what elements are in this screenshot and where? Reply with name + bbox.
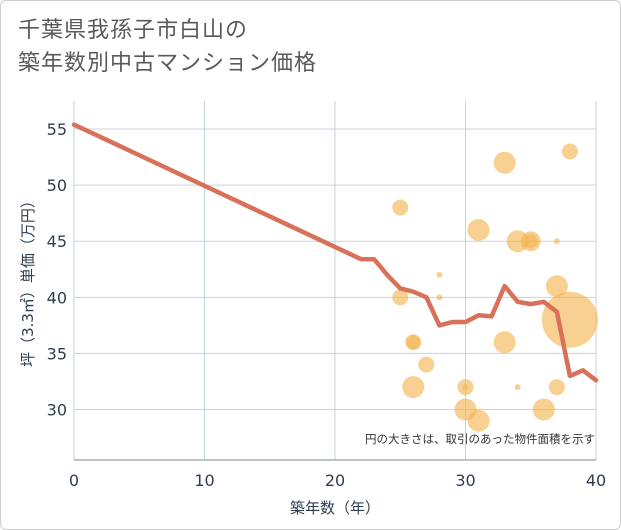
bubble-point <box>406 335 421 350</box>
bubble-point <box>392 289 409 306</box>
chart-title: 千葉県我孫子市白山の 築年数別中古マンション価格 <box>18 14 317 80</box>
bubble-point <box>553 238 560 245</box>
bubble-point <box>514 384 521 391</box>
y-tick-label: 30 <box>47 401 67 420</box>
bubble-point <box>548 379 565 396</box>
x-tick-label: 10 <box>194 471 214 490</box>
bubble-layer <box>392 143 598 432</box>
x-tick-label: 40 <box>586 471 606 490</box>
bubble-point <box>541 291 598 348</box>
bubble-point <box>436 271 443 278</box>
bubble-point <box>493 151 516 174</box>
bubble-point <box>467 409 490 432</box>
average-price-line <box>71 122 599 383</box>
bubble-point <box>436 294 443 301</box>
x-tick-label: 20 <box>325 471 345 490</box>
bubble-point <box>467 219 490 242</box>
bubble-point <box>545 275 568 298</box>
y-tick-label: 50 <box>47 176 67 195</box>
bubble-point <box>418 356 435 373</box>
y-tick-label: 55 <box>47 120 67 139</box>
tick-labels: 0 10 20 30 40 30 35 40 45 50 55 <box>47 120 607 490</box>
bubble-point <box>561 143 578 160</box>
y-tick-label: 40 <box>47 288 67 307</box>
bubble-size-note: 円の大きさは、取引のあった物件面積を示す <box>365 432 595 446</box>
grid <box>73 101 597 461</box>
x-tick-label: 30 <box>455 471 475 490</box>
y-tick-label: 35 <box>47 344 67 363</box>
bubble-point <box>493 331 516 354</box>
bubble-point <box>523 234 538 249</box>
x-tick-label: 0 <box>69 471 79 490</box>
x-axis-label: 築年数（年） <box>290 499 380 517</box>
bubble-point <box>462 384 469 391</box>
line-layer <box>71 122 599 383</box>
y-tick-label: 45 <box>47 232 67 251</box>
bubble-point <box>392 199 409 216</box>
bubble-point <box>532 398 555 421</box>
bubble-point <box>402 376 425 399</box>
chart-title-line-1: 千葉県我孫子市白山の <box>18 18 249 43</box>
chart-title-line-2: 築年数別中古マンション価格 <box>18 51 318 76</box>
y-axis-label: 坪（3.3㎡）単価（万円） <box>19 193 37 367</box>
